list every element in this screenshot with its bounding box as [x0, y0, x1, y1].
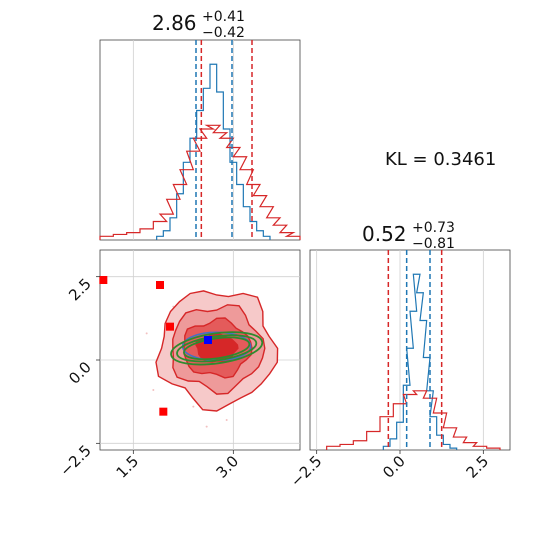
hist1-series-1	[99, 124, 301, 240]
marginal-histogram-param-2	[309, 249, 511, 451]
joint-ytick-label-0: −2.5	[56, 441, 94, 479]
hist2-series-0	[382, 273, 458, 450]
marginal-histogram-param-1	[99, 39, 301, 241]
panel-frame-hist1	[99, 39, 301, 241]
hist2-xtick-label-0: −2.5	[287, 452, 325, 490]
title-param-1-upper: +0.41	[202, 9, 245, 25]
joint-xtick-label-1: 3.0	[213, 452, 243, 482]
joint-ytick-label-1: 0.0	[65, 358, 95, 388]
joint-sample-point-13	[205, 425, 208, 428]
title-param-2-lower: −0.81	[412, 236, 455, 252]
panel-frame-hist2	[309, 249, 511, 451]
joint-green-ellipse-1	[176, 334, 258, 363]
title-param-2: 0.52 +0.73 −0.81	[362, 220, 455, 252]
title-param-1-lower: −0.42	[202, 25, 245, 41]
joint-marker-4	[204, 336, 212, 344]
title-param-2-median: 0.52	[362, 222, 407, 246]
panel-frame-joint	[99, 249, 301, 451]
joint-marker-1	[156, 281, 164, 289]
title-param-2-upper: +0.73	[412, 220, 455, 236]
joint-sample-point-8	[145, 332, 148, 335]
hist2-series-1	[326, 390, 501, 450]
joint-ytick-label-2: 2.5	[65, 275, 95, 305]
joint-panel	[99, 249, 301, 451]
joint-sample-point-6	[192, 405, 195, 408]
joint-green-ellipse-0	[170, 331, 264, 366]
joint-marker-3	[159, 407, 168, 416]
hist1-series-0	[156, 63, 271, 240]
hist2-xtick-label-2: 2.5	[463, 452, 493, 482]
joint-green-ellipse-2	[183, 336, 251, 361]
joint-xtick-label-0: 1.5	[113, 452, 143, 482]
joint-sample-point-9	[225, 419, 228, 421]
joint-sample-point-14	[152, 389, 155, 391]
hist2-xtick-label-1: 0.0	[379, 452, 409, 482]
joint-marker-2	[166, 322, 174, 331]
joint-marker-0	[99, 276, 108, 284]
title-param-1: 2.86 +0.41 −0.42	[152, 9, 245, 41]
title-param-1-median: 2.86	[152, 11, 197, 35]
kl-divergence-label: KL = 0.3461	[385, 149, 496, 170]
